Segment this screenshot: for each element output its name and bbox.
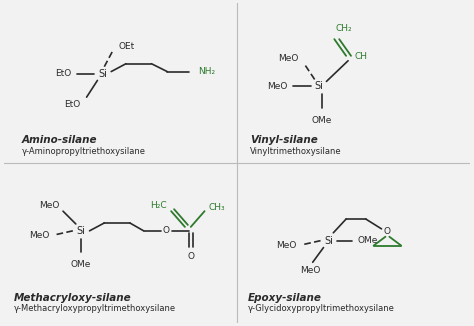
Text: Vinyl-silane: Vinyl-silane <box>250 135 318 145</box>
Text: OMe: OMe <box>358 236 378 245</box>
Text: γ-Glycidoxypropyltrimethoxysilane: γ-Glycidoxypropyltrimethoxysilane <box>248 304 395 313</box>
Text: Si: Si <box>98 68 107 79</box>
Text: γ-Aminopropyltriethoxysilane: γ-Aminopropyltriethoxysilane <box>22 147 146 156</box>
Text: MeO: MeO <box>277 241 297 250</box>
Text: MeO: MeO <box>279 54 299 63</box>
Text: Si: Si <box>76 226 85 236</box>
Text: CH₃: CH₃ <box>209 203 225 212</box>
Text: Si: Si <box>314 81 323 91</box>
Text: OMe: OMe <box>311 116 332 125</box>
Text: MeO: MeO <box>267 82 287 91</box>
Text: Amino-silane: Amino-silane <box>22 135 97 145</box>
Text: EtO: EtO <box>64 99 81 109</box>
Text: γ-Methacryloxypropyltrimethoxysilane: γ-Methacryloxypropyltrimethoxysilane <box>14 304 176 313</box>
Text: Vinyltrimethoxysilane: Vinyltrimethoxysilane <box>250 147 341 156</box>
Text: Si: Si <box>324 236 333 246</box>
Text: NH₂: NH₂ <box>198 67 215 76</box>
Text: O: O <box>163 226 170 235</box>
Text: MeO: MeO <box>29 231 49 240</box>
Text: O: O <box>187 252 194 261</box>
Text: OMe: OMe <box>71 260 91 269</box>
Text: EtO: EtO <box>55 69 71 78</box>
Text: O: O <box>384 227 391 236</box>
Text: CH₂: CH₂ <box>336 24 353 33</box>
Text: CH: CH <box>355 52 368 61</box>
Text: MeO: MeO <box>39 201 59 210</box>
Text: OEt: OEt <box>118 41 134 51</box>
Text: Methacryloxy-silane: Methacryloxy-silane <box>14 293 131 303</box>
Text: Epoxy-silane: Epoxy-silane <box>248 293 322 303</box>
Text: MeO: MeO <box>301 266 321 274</box>
Text: H₂C: H₂C <box>151 201 167 210</box>
